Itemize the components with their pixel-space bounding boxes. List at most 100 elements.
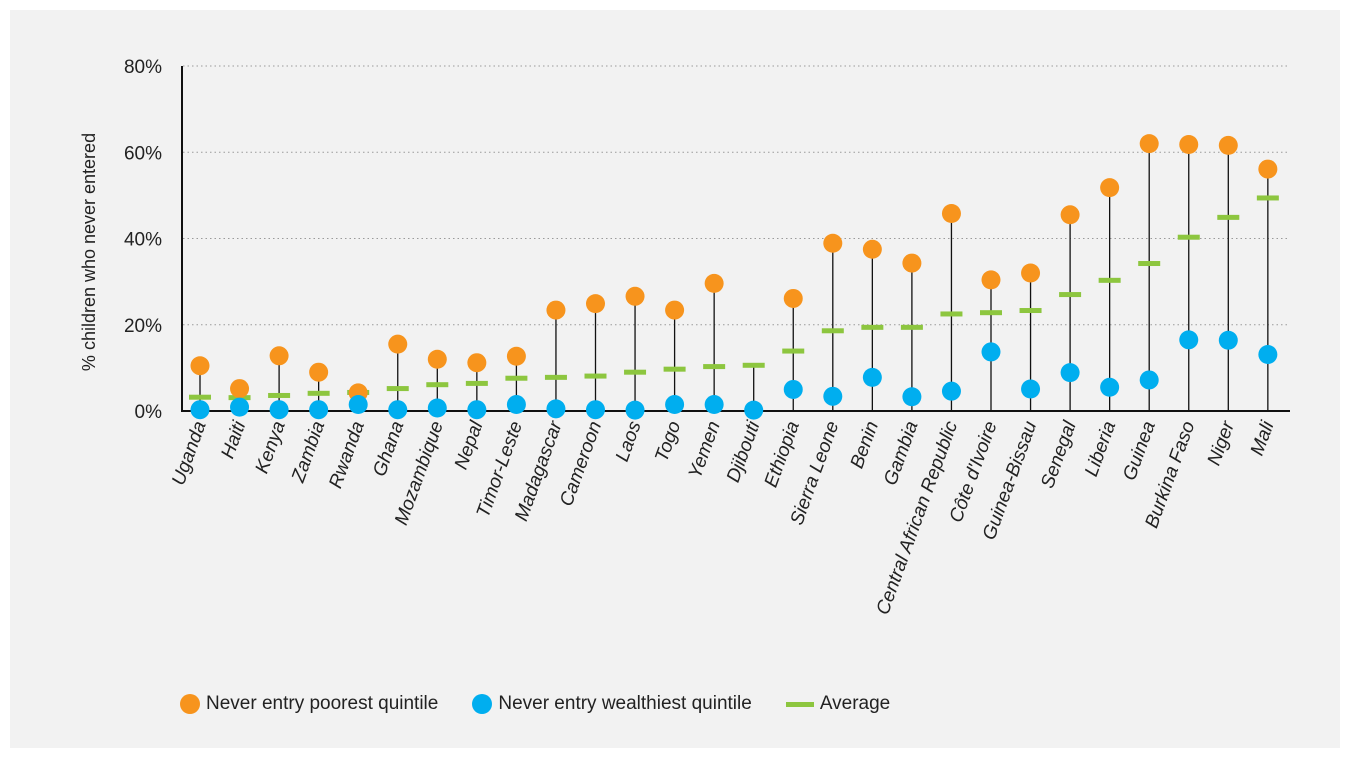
average-marker xyxy=(821,328,844,334)
average-marker xyxy=(861,324,884,330)
average-marker xyxy=(189,394,211,400)
average-marker xyxy=(465,380,488,386)
x-tick-label: Uganda xyxy=(168,419,210,489)
x-tick-label: Niger xyxy=(1204,418,1239,468)
x-tick-label: Ethiopia xyxy=(761,419,804,491)
wealthiest-marker xyxy=(427,398,447,418)
wealthiest-marker xyxy=(902,387,922,407)
poorest-marker xyxy=(230,379,250,399)
legend-label-wealthiest: Never entry wealthiest quintile xyxy=(498,693,752,714)
wealthiest-marker xyxy=(823,386,843,406)
wealthiest-marker xyxy=(783,379,803,399)
average-marker xyxy=(1059,292,1082,298)
x-tick-label: Gambia xyxy=(880,419,922,489)
wealthiest-marker xyxy=(744,400,764,420)
y-tick-label: 40% xyxy=(124,230,162,251)
x-tick-label: Ghana xyxy=(369,419,408,480)
average-marker xyxy=(1217,214,1240,220)
poorest-markers xyxy=(190,134,1278,403)
wealthiest-marker xyxy=(586,400,605,420)
poorest-marker xyxy=(1100,178,1120,198)
wealthiest-marker xyxy=(862,367,882,387)
poorest-marker xyxy=(467,353,487,373)
average-marker xyxy=(1138,261,1161,267)
wealthiest-marker xyxy=(269,400,289,420)
wealthiest-marker xyxy=(467,400,487,420)
poorest-marker xyxy=(427,349,447,369)
y-tick-labels: 0% 20% 40% 60% 80% xyxy=(124,57,162,423)
poorest-marker xyxy=(941,203,961,223)
average-marker xyxy=(782,348,805,354)
wealthiest-marker xyxy=(230,397,250,417)
wealthiest-marker xyxy=(1021,379,1041,399)
y-axis-label: % children who never entered xyxy=(79,133,99,371)
x-tick-label: Yemen xyxy=(685,419,725,482)
wealthiest-marker xyxy=(309,400,329,420)
gridlines xyxy=(183,65,1290,326)
average-marker xyxy=(624,369,647,375)
poorest-marker xyxy=(704,273,724,293)
poorest-marker xyxy=(388,334,408,354)
wealthiest-marker xyxy=(981,342,1001,362)
legend-swatch-average xyxy=(785,701,814,707)
legend-item-average: Average xyxy=(785,693,891,715)
x-tick-label: Rwanda xyxy=(325,419,369,492)
wealthiest-marker xyxy=(190,400,210,420)
average-marker xyxy=(505,375,528,381)
legend-label-poorest: Never entry poorest quintile xyxy=(206,693,439,714)
wealthiest-marker xyxy=(625,400,645,420)
average-marker xyxy=(980,310,1002,316)
average-marker xyxy=(1098,277,1121,283)
average-marker xyxy=(544,374,567,380)
poorest-marker xyxy=(1139,134,1159,154)
y-tick-label: 60% xyxy=(124,143,162,164)
y-tick-label: 20% xyxy=(124,316,162,337)
x-tick-label: Kenya xyxy=(252,419,290,477)
legend-label-average: Average xyxy=(819,693,891,714)
wealthiest-marker xyxy=(348,395,368,415)
x-tick-label: Benin xyxy=(847,419,883,472)
average-marker xyxy=(584,373,607,379)
x-tick-label: Zambia xyxy=(288,419,330,487)
wealthiest-marker xyxy=(1100,377,1120,397)
x-tick-label: Togo xyxy=(651,419,685,465)
poorest-marker xyxy=(665,300,685,320)
average-marker xyxy=(900,324,923,330)
poorest-marker xyxy=(902,253,922,273)
poorest-marker xyxy=(981,270,1001,290)
wealthiest-marker xyxy=(1179,330,1199,350)
x-tick-label: Laos xyxy=(612,418,646,464)
wealthiest-marker xyxy=(1139,370,1159,390)
poorest-marker xyxy=(783,288,803,308)
poorest-marker xyxy=(1258,159,1278,179)
poorest-marker xyxy=(1060,205,1080,225)
wealthiest-marker xyxy=(941,381,961,401)
average-marker xyxy=(268,392,291,398)
legend-item-wealthiest: Never entry wealthiest quintile xyxy=(472,693,752,715)
wealthiest-marker xyxy=(388,400,408,420)
poorest-marker xyxy=(625,286,645,306)
poorest-marker xyxy=(506,346,526,366)
legend-swatch-wealthiest xyxy=(472,694,493,714)
wealthiest-marker xyxy=(546,399,566,419)
poorest-marker xyxy=(1021,263,1041,283)
average-marker xyxy=(1019,308,1042,314)
x-tick-label: Liberia xyxy=(1081,419,1120,480)
legend-item-poorest: Never entry poorest quintile xyxy=(180,693,438,715)
wealthiest-marker xyxy=(665,395,685,415)
average-marker xyxy=(307,390,330,396)
average-marker xyxy=(742,362,765,368)
poorest-marker xyxy=(269,346,289,366)
wealthiest-marker xyxy=(704,395,724,415)
average-marker xyxy=(426,382,449,388)
x-tick-label: Mali xyxy=(1247,418,1279,459)
poorest-marker xyxy=(1218,135,1238,155)
poorest-marker xyxy=(1179,134,1199,154)
wealthiest-marker xyxy=(1218,330,1238,350)
poorest-marker xyxy=(546,300,566,320)
poorest-marker xyxy=(586,294,605,314)
average-marker xyxy=(663,366,686,372)
average-markers xyxy=(189,195,1279,401)
